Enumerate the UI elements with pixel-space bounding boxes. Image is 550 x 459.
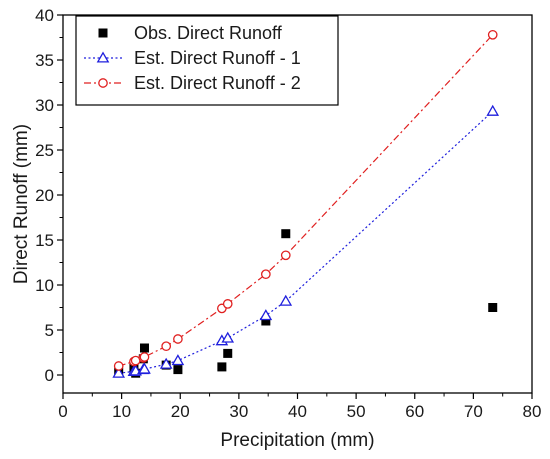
series-3-point <box>487 29 498 40</box>
series-3 <box>113 29 498 371</box>
series-3-point <box>222 299 233 309</box>
legend-label-1: Obs. Direct Runoff <box>134 23 283 43</box>
series-3-point <box>280 250 291 261</box>
series-2-point <box>138 362 151 374</box>
axis-ticks: 0 10 20 30 40 50 60 70 80 0 5 10 15 20 25 30 35 40 <box>35 6 541 421</box>
series-2-point <box>486 104 500 116</box>
plot-marks <box>112 29 500 378</box>
x-tick-label: 80 <box>523 402 542 421</box>
y-tick-label: 15 <box>35 231 54 250</box>
series-2-point <box>112 366 126 378</box>
x-tick-label: 70 <box>464 402 483 421</box>
legend-marker-2 <box>96 51 110 63</box>
x-tick-label: 40 <box>288 402 307 421</box>
x-axis-title: Precipitation (mm) <box>220 430 374 451</box>
y-tick-label: 35 <box>35 51 54 70</box>
series-1-point <box>488 303 498 312</box>
series-2 <box>112 104 500 378</box>
series-1-point <box>223 348 233 358</box>
x-tick-label: 20 <box>171 402 190 421</box>
series-1-point <box>173 365 183 375</box>
x-tick-label: 60 <box>405 402 424 421</box>
series-2-point <box>279 294 293 306</box>
series-2-point <box>221 331 235 343</box>
y-tick-label: 40 <box>35 6 54 25</box>
series-3-point <box>161 341 172 352</box>
series-1-point <box>261 316 271 326</box>
series-3-point <box>113 361 124 371</box>
legend-label-2: Est. Direct Runoff - 1 <box>134 48 301 68</box>
x-tick-label: 10 <box>112 402 131 421</box>
series-2-point <box>259 309 273 321</box>
series-2-point <box>171 354 185 366</box>
series-3-point <box>260 269 271 280</box>
x-tick-label: 50 <box>347 402 366 421</box>
y-tick-label: 5 <box>45 321 54 340</box>
series-3-point <box>173 334 183 344</box>
series-2-line <box>118 110 494 374</box>
series-1-point <box>139 343 149 353</box>
series-1-point <box>217 362 227 372</box>
y-axis-title: Direct Runoff (mm) <box>11 124 32 284</box>
y-tick-label: 30 <box>35 96 54 115</box>
y-tick-label: 20 <box>35 186 54 205</box>
series-1 <box>114 229 498 378</box>
legend-box <box>75 15 339 106</box>
series-3-point <box>139 352 150 362</box>
series-1-point <box>281 229 291 239</box>
y-tick-label: 0 <box>45 366 54 385</box>
series-2-point <box>159 357 173 369</box>
legend-marker-1 <box>98 28 108 38</box>
x-tick-label: 30 <box>229 402 248 421</box>
y-tick-label: 10 <box>35 276 54 295</box>
legend: Obs. Direct Runoff Est. Direct Runoff - 1… <box>75 15 339 106</box>
legend-marker-3 <box>98 78 108 88</box>
x-tick-label: 0 <box>58 402 67 421</box>
y-tick-label: 25 <box>35 141 54 160</box>
legend-label-3: Est. Direct Runoff - 2 <box>134 73 301 93</box>
